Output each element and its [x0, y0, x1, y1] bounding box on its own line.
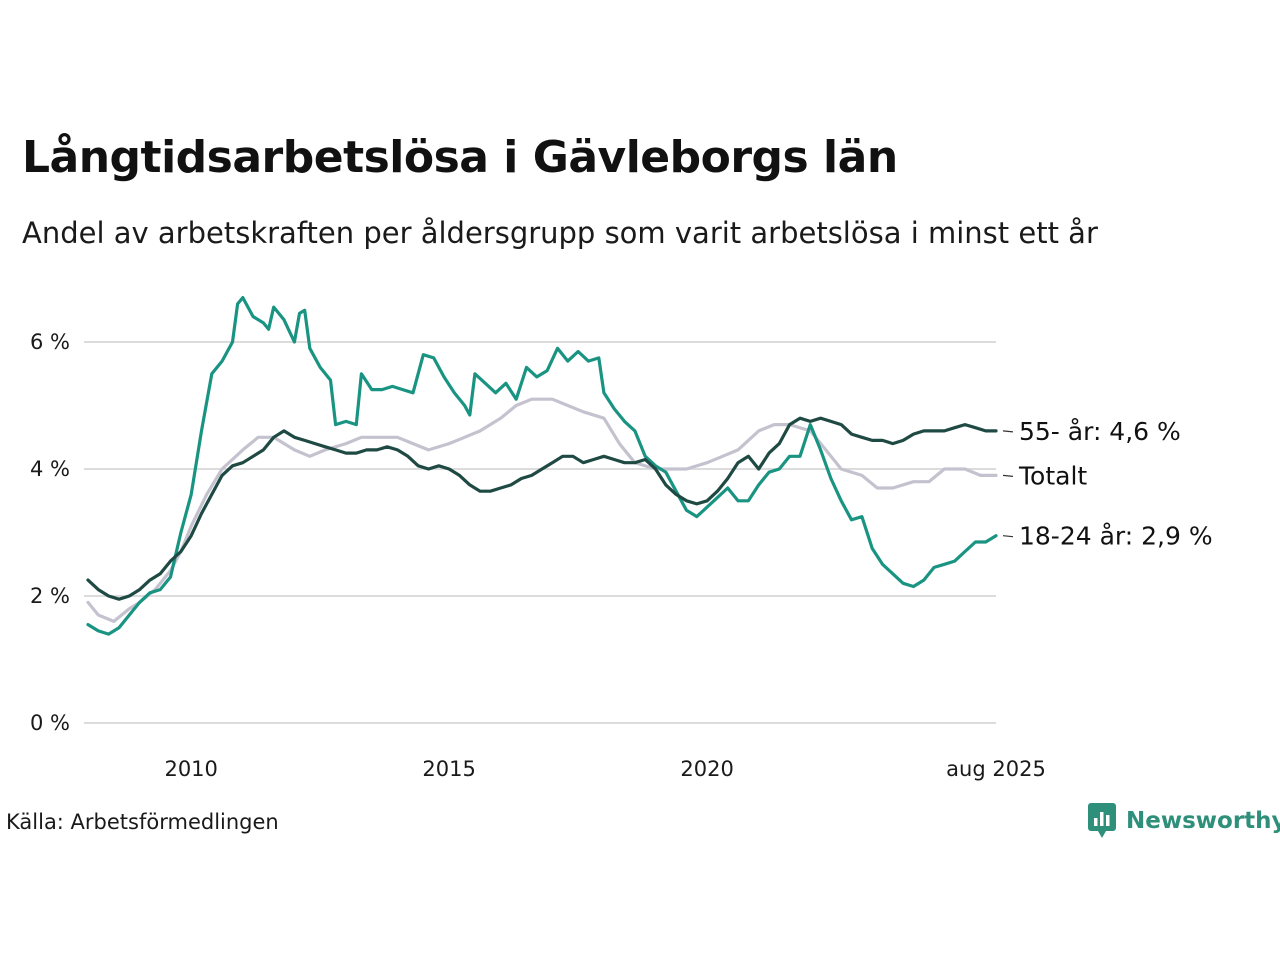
- chart-title: Långtidsarbetslösa i Gävleborgs län: [22, 132, 898, 183]
- y-tick-label: 2 %: [30, 584, 70, 608]
- source-note: Källa: Arbetsförmedlingen: [6, 810, 279, 834]
- label-connector: [1002, 535, 1014, 538]
- brand-name: Newsworthy: [1126, 808, 1280, 834]
- y-tick-label: 4 %: [30, 457, 70, 481]
- brand-logo: Newsworthy: [1088, 803, 1280, 839]
- series-end-label: 55- år: 4,6 %: [1019, 417, 1181, 446]
- series-line-2: [86, 416, 998, 601]
- series-end-label: Totalt: [1018, 461, 1087, 490]
- label-connector: [1002, 474, 1014, 477]
- y-tick-label: 6 %: [30, 330, 70, 354]
- series-end-label: 18-24 år: 2,9 %: [1019, 522, 1213, 551]
- label-connector: [1002, 430, 1014, 433]
- newsworthy-logo-icon: [1088, 803, 1116, 838]
- y-axis-ticks: 0 % 2 % 4 % 6 %: [30, 330, 70, 735]
- x-tick-label: 2010: [164, 757, 217, 781]
- x-tick-label: 2015: [422, 757, 475, 781]
- x-axis-ticks: 2010 2015 2020 aug 2025: [164, 757, 1045, 781]
- chart-subtitle: Andel av arbetskraften per åldersgrupp s…: [22, 216, 1098, 250]
- x-tick-label: 2020: [680, 757, 733, 781]
- series-end-labels: Totalt 18-24 år: 2,9 % 55- år: 4,6 %: [1002, 417, 1213, 551]
- series-line-0: [86, 397, 998, 623]
- x-tick-label: aug 2025: [946, 757, 1046, 781]
- series-lines: [86, 296, 998, 636]
- y-tick-label: 0 %: [30, 711, 70, 735]
- series-line-1: [86, 296, 998, 636]
